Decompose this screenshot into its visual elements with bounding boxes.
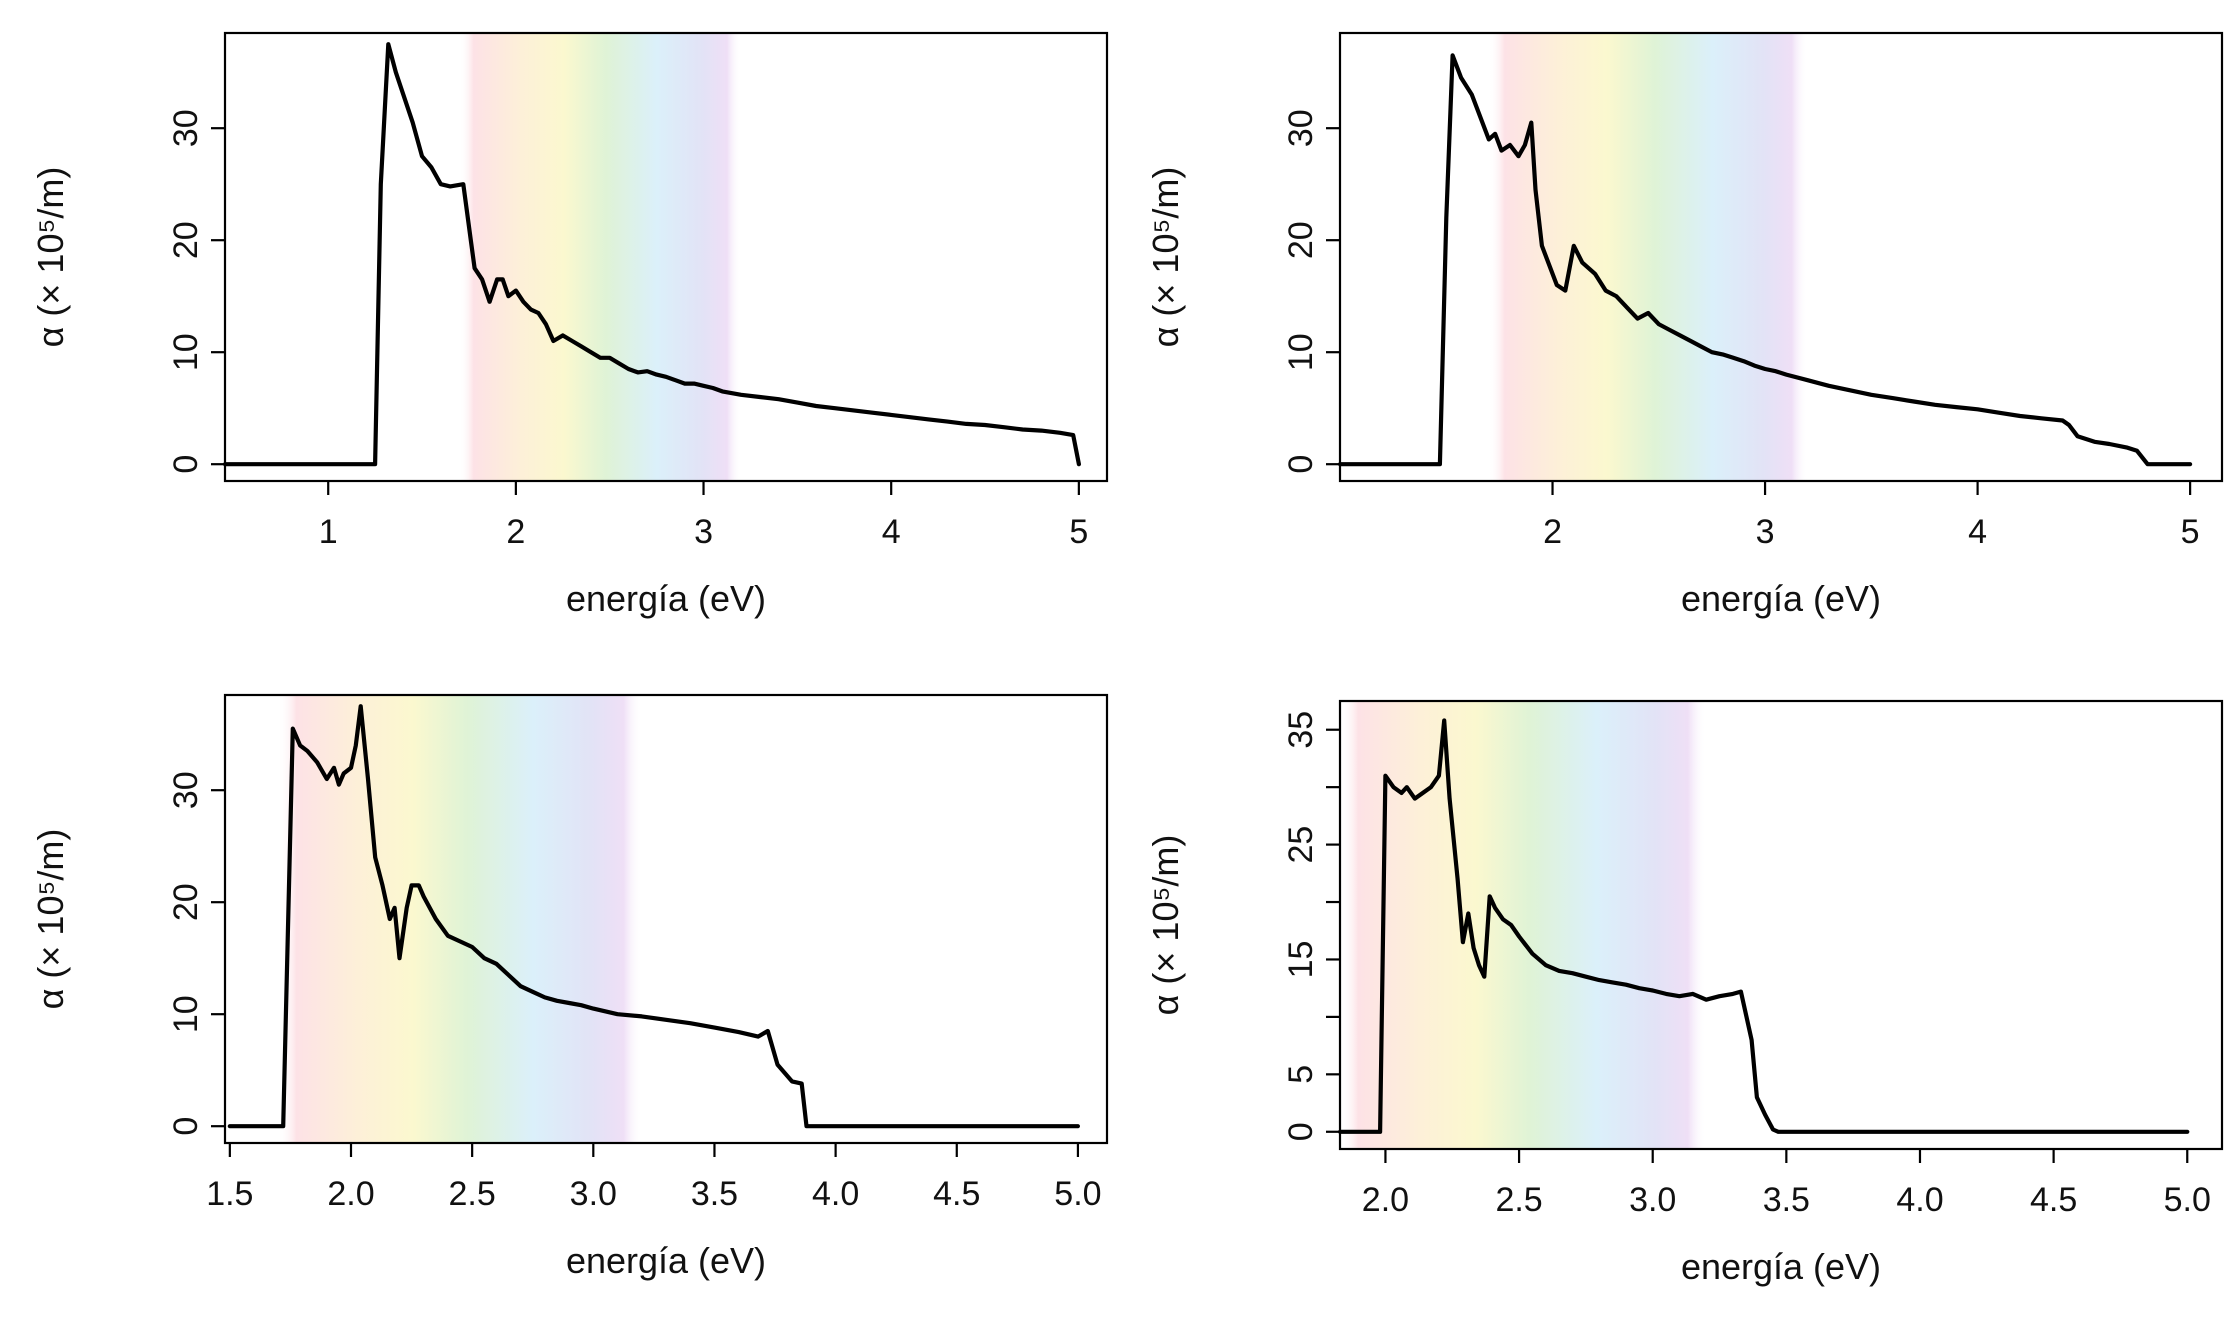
y-axis: 0 10 20 30 — [1282, 109, 1340, 474]
visible-spectrum-band — [1340, 701, 1707, 1149]
y-axis-title: α (× 10⁵/m) — [1145, 167, 1186, 348]
x-tick-label: 2.0 — [1362, 1181, 1409, 1219]
absorption-series-line — [222, 42, 1081, 467]
x-tick-label: 3.5 — [1763, 1181, 1810, 1219]
plot-frame — [223, 693, 1109, 1145]
x-tick-label: 5.0 — [2164, 1181, 2211, 1219]
x-tick-label: 3.5 — [691, 1175, 738, 1213]
y-tick-label: 0 — [1282, 1122, 1320, 1141]
y-tick-label: 30 — [167, 771, 205, 809]
x-tick-label: 2 — [506, 513, 525, 551]
x-tick-label: 1 — [319, 513, 338, 551]
y-tick-label: 15 — [1282, 941, 1320, 979]
x-axis: 2.0 2.5 3.0 3.5 4.0 4.5 5.0 — [1362, 1149, 2211, 1219]
y-tick-label: 5 — [1282, 1065, 1320, 1084]
x-axis: 1.5 2.0 2.5 3.0 3.5 4.0 4.5 5.0 — [206, 1143, 1102, 1213]
absorption-series-line — [1337, 718, 2190, 1134]
visible-spectrum-band — [278, 695, 642, 1143]
x-tick-label: 4.0 — [1896, 1181, 1943, 1219]
x-axis-title: energía (eV) — [1681, 1246, 1881, 1287]
plot-frame — [1338, 31, 2224, 483]
y-axis-title: α (× 10⁵/m) — [30, 829, 71, 1010]
y-axis: 0 5 15 25 35 — [1282, 711, 1340, 1141]
plot-frame — [1338, 699, 2224, 1151]
x-tick-label: 3.0 — [570, 1175, 617, 1213]
absorption-series-line — [1337, 53, 2193, 467]
y-tick-label: 10 — [167, 333, 205, 371]
visible-spectrum-band — [1488, 33, 1808, 481]
y-tick-label: 25 — [1282, 826, 1320, 864]
x-tick-label: 2.0 — [327, 1175, 374, 1213]
x-tick-label: 4.0 — [812, 1175, 859, 1213]
y-axis-title: α (× 10⁵/m) — [30, 167, 71, 348]
y-tick-label: 30 — [1282, 109, 1320, 147]
y-tick-label: 20 — [167, 883, 205, 921]
x-axis-title: energía (eV) — [566, 1240, 766, 1281]
x-axis: 2 3 4 5 — [1543, 481, 2200, 551]
x-tick-label: 4 — [882, 513, 901, 551]
chart-panel-4: 2.0 2.5 3.0 3.5 4.0 4.5 5.0 0 5 15 25 35 energía (… — [1145, 699, 2224, 1287]
x-tick-label: 3.0 — [1629, 1181, 1676, 1219]
y-tick-label: 0 — [167, 1117, 205, 1136]
x-tick-label: 2.5 — [1495, 1181, 1542, 1219]
x-axis-title: energía (eV) — [566, 578, 766, 619]
x-tick-label: 5 — [2181, 513, 2200, 551]
y-tick-label: 30 — [167, 109, 205, 147]
x-tick-label: 4 — [1968, 513, 1987, 551]
x-tick-label: 5 — [1069, 513, 1088, 551]
y-tick-label: 20 — [167, 221, 205, 259]
y-tick-label: 35 — [1282, 711, 1320, 749]
x-tick-label: 3 — [694, 513, 713, 551]
chart-panel-2: 2 3 4 5 0 10 20 30 energía (eV) α (× 10⁵/m) — [1145, 31, 2224, 619]
x-tick-label: 2.5 — [449, 1175, 496, 1213]
x-tick-label: 2 — [1543, 513, 1562, 551]
y-tick-label: 10 — [167, 995, 205, 1033]
y-axis: 0 10 20 30 — [167, 771, 225, 1136]
y-tick-label: 20 — [1282, 221, 1320, 259]
x-tick-label: 4.5 — [933, 1175, 980, 1213]
plot-frame — [223, 31, 1109, 483]
x-tick-label: 5.0 — [1054, 1175, 1101, 1213]
x-tick-label: 1.5 — [206, 1175, 253, 1213]
x-axis-title: energía (eV) — [1681, 578, 1881, 619]
y-tick-label: 0 — [167, 455, 205, 474]
absorption-series-line — [227, 704, 1080, 1129]
x-tick-label: 4.5 — [2030, 1181, 2077, 1219]
x-tick-label: 3 — [1756, 513, 1775, 551]
x-axis: 1 2 3 4 5 — [319, 481, 1088, 551]
chart-panel-3: 1.5 2.0 2.5 3.0 3.5 4.0 4.5 5.0 0 10 20 30 energía… — [30, 693, 1109, 1281]
y-axis-title: α (× 10⁵/m) — [1145, 835, 1186, 1016]
y-tick-label: 0 — [1282, 455, 1320, 474]
visible-spectrum-band — [459, 33, 742, 481]
y-tick-label: 10 — [1282, 333, 1320, 371]
chart-panel-1: 1 2 3 4 5 0 10 20 30 energía (eV) α (× 10⁵/m) — [30, 31, 1109, 619]
y-axis: 0 10 20 30 — [167, 109, 225, 474]
